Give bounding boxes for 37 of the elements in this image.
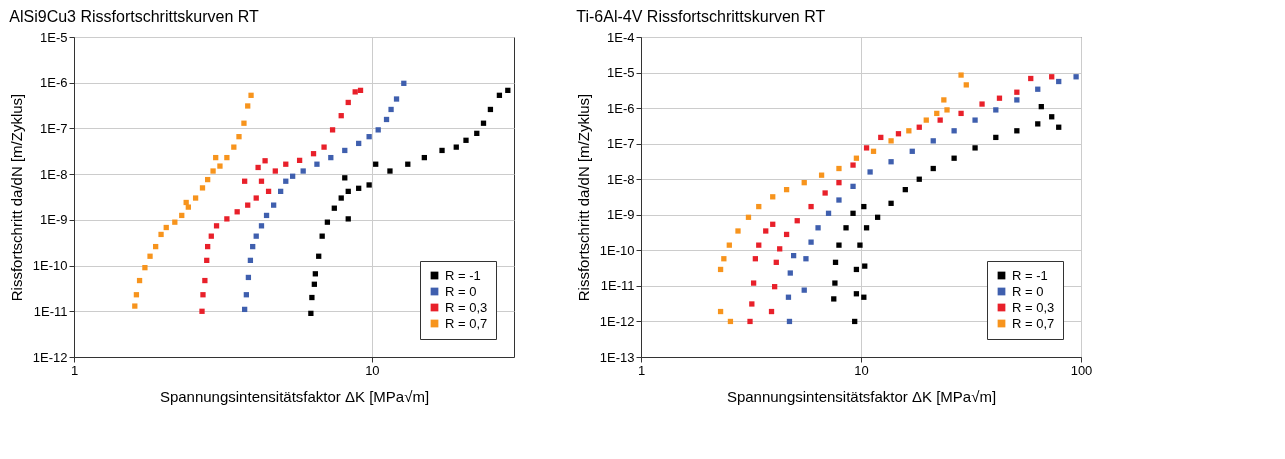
y-tick-label: 1E-5: [607, 65, 635, 81]
legend-label: R = 0,3: [1012, 299, 1055, 315]
y-tick-label: 1E-6: [40, 75, 68, 91]
y-tick-label: 1E-8: [40, 166, 68, 182]
legend-label: R = 0,3: [445, 299, 488, 315]
y-tick-label: 1E-12: [32, 349, 68, 365]
chart-title: AlSi9Cu3 Rissfortschrittskurven RT: [9, 8, 260, 25]
y-tick-label: 1E-6: [607, 100, 635, 116]
y-tick-label: 1E-8: [607, 171, 635, 187]
legend-label: R = -1: [445, 267, 481, 283]
x-tick-label: 1: [637, 362, 646, 378]
y-tick-label: 1E-7: [607, 136, 635, 152]
x-tick-label: 100: [1070, 362, 1093, 378]
x-axis-title: Spannungsintensitätsfaktor ΔK [MPa√m]: [726, 387, 997, 405]
x-tick-label: 10: [854, 362, 869, 378]
y-tick-label: 1E-11: [33, 303, 68, 319]
legend-label: R = 0: [1012, 283, 1044, 299]
y-tick-label: 1E-9: [40, 212, 68, 228]
y-tick-label: 1E-11: [600, 278, 635, 294]
legend-label: R = 0,7: [1012, 315, 1055, 331]
chart-title: Ti-6Al-4V Rissfortschrittskurven RT: [576, 8, 826, 25]
legend-label: R = -1: [1012, 267, 1048, 283]
x-tick-label: 10: [365, 362, 380, 378]
y-tick-label: 1E-7: [40, 120, 68, 136]
y-tick-label: 1E-9: [607, 207, 635, 223]
y-axis-title: Rissfortschritt da/dN [m/Zyklus]: [7, 93, 25, 302]
y-tick-label: 1E-13: [599, 349, 635, 365]
y-tick-label: 1E-10: [32, 258, 68, 274]
legend-label: R = 0: [445, 283, 477, 299]
x-axis-title: Spannungsintensitätsfaktor ΔK [MPa√m]: [159, 387, 430, 405]
x-tick-label: 1: [70, 362, 79, 378]
y-tick-label: 1E-4: [607, 29, 635, 45]
legend-label: R = 0,7: [445, 315, 488, 331]
y-tick-label: 1E-10: [599, 242, 635, 258]
y-tick-label: 1E-12: [599, 313, 635, 329]
y-tick-label: 1E-5: [40, 29, 68, 45]
y-axis-title: Rissfortschritt da/dN [m/Zyklus]: [574, 93, 592, 302]
